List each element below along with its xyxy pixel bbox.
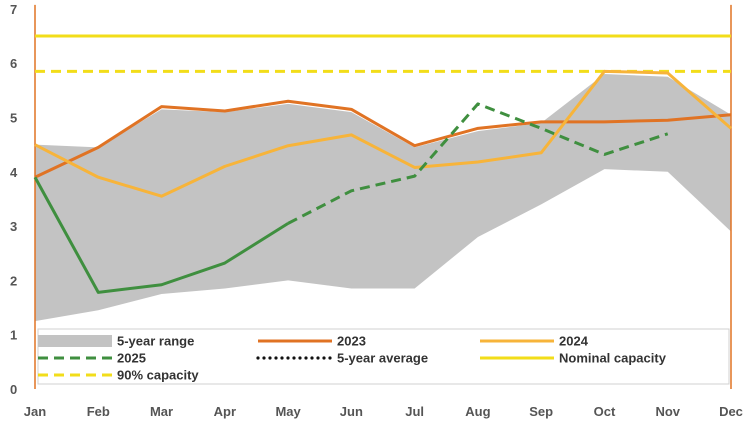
legend-box bbox=[37, 328, 730, 385]
x-tick-label: Mar bbox=[150, 404, 173, 419]
plot-area bbox=[33, 4, 732, 389]
x-tick-label: Sep bbox=[529, 404, 553, 419]
x-tick-label: Nov bbox=[655, 404, 680, 419]
x-tick-label: Feb bbox=[87, 404, 110, 419]
legend-2025-label: 2025 bbox=[117, 351, 146, 366]
series-line-2025-solid bbox=[33, 176, 289, 294]
y-axis: 0 1 2 3 4 5 6 7 bbox=[10, 2, 18, 397]
x-tick-label: Dec bbox=[719, 404, 743, 419]
series-line-2025-dashed bbox=[287, 102, 669, 225]
legend-2024-label: 2024 bbox=[559, 334, 589, 349]
y-tick-label: 1 bbox=[10, 328, 17, 343]
x-tick-label: Jul bbox=[405, 404, 424, 419]
y-tick-label: 3 bbox=[10, 219, 17, 234]
x-tick-label: Jan bbox=[24, 404, 46, 419]
legend-5-year-range-label: 5-year range bbox=[117, 334, 194, 349]
x-tick-label: Jun bbox=[340, 404, 363, 419]
series-line-2024 bbox=[34, 69, 732, 198]
legend-2023-label: 2023 bbox=[337, 334, 366, 349]
y-tick-label: 0 bbox=[10, 382, 17, 397]
y-tick-label: 6 bbox=[10, 56, 17, 71]
legend: 5-year range 2023 2024 2025 5-year average No… bbox=[37, 328, 730, 385]
y-tick-label: 2 bbox=[10, 273, 17, 288]
x-tick-label: May bbox=[275, 404, 301, 419]
y-tick-label: 7 bbox=[10, 2, 17, 17]
range-band bbox=[35, 74, 731, 322]
y-tick-label: 5 bbox=[10, 111, 17, 126]
x-tick-label: Aug bbox=[465, 404, 490, 419]
x-tick-label: Apr bbox=[214, 404, 236, 419]
series-line-2023 bbox=[34, 99, 732, 179]
legend-nominal-capacity-label: Nominal capacity bbox=[559, 351, 667, 366]
x-tick-label: Oct bbox=[594, 404, 616, 419]
legend-5-year-range-swatch bbox=[38, 335, 112, 347]
legend-90-capacity-label: 90% capacity bbox=[117, 368, 199, 383]
legend-5-year-average-label: 5-year average bbox=[337, 351, 428, 366]
y-tick-label: 4 bbox=[10, 165, 18, 180]
x-axis: Jan Feb Mar Apr May Jun Jul Aug Sep Oct Nov Dec bbox=[24, 404, 743, 419]
